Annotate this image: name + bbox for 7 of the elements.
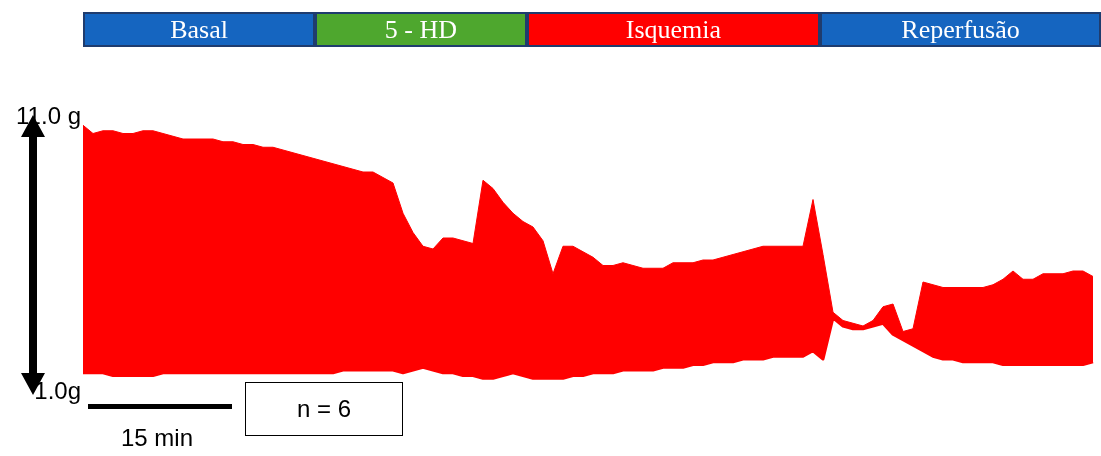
text: n = 6 bbox=[245, 382, 403, 436]
y-tick-label: 1.0g bbox=[34, 376, 81, 404]
category-label: Basal bbox=[83, 12, 316, 47]
category-label: Reperfusão bbox=[820, 12, 1101, 47]
category-label: Isquemia bbox=[526, 12, 821, 47]
category-label: 5 - HD bbox=[315, 12, 527, 47]
text: 15 min bbox=[119, 424, 194, 452]
